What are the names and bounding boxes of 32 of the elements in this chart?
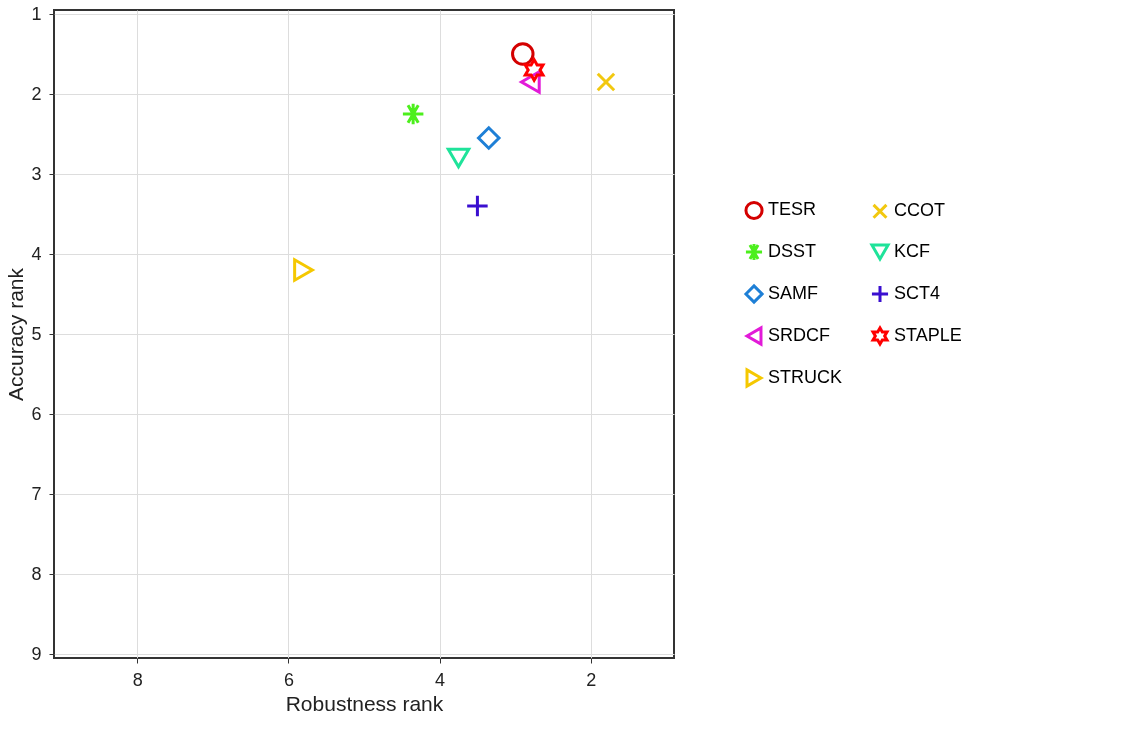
y-tick-label: 4 — [31, 243, 42, 264]
y-tick-label: 1 — [31, 3, 42, 24]
y-tick-label: 3 — [31, 163, 42, 184]
x-tick-label: 6 — [283, 669, 294, 690]
legend-label: SAMF — [768, 283, 819, 303]
legend-label: STRUCK — [768, 367, 843, 387]
point — [511, 42, 535, 66]
y-tick-label: 9 — [31, 643, 42, 664]
point — [596, 72, 616, 92]
legend-label: STAPLE — [894, 325, 962, 345]
point — [523, 58, 545, 82]
x-tick-label: 2 — [586, 669, 597, 690]
y-tick-label: 5 — [31, 323, 42, 344]
legend-label: DSST — [768, 241, 817, 261]
legend-label: SCT4 — [894, 283, 941, 303]
y-axis-title: Accuracy rank — [4, 267, 28, 402]
x-tick-label: 8 — [132, 669, 143, 690]
point — [446, 147, 471, 169]
y-tick-label: 2 — [31, 83, 42, 104]
point — [293, 258, 314, 282]
y-tick-label: 7 — [31, 483, 42, 504]
point — [401, 102, 425, 126]
point — [465, 194, 490, 218]
legend-label: KCF — [894, 241, 930, 261]
point — [477, 126, 501, 150]
y-tick-label: 6 — [31, 403, 42, 424]
x-tick-label: 4 — [435, 669, 446, 690]
y-tick-label: 8 — [31, 563, 42, 584]
legend-label: CCOT — [894, 200, 945, 221]
x-axis-title: Robustness rank — [285, 691, 444, 715]
legend-label: TESR — [768, 199, 817, 220]
legend-label: SRDCF — [768, 325, 830, 345]
